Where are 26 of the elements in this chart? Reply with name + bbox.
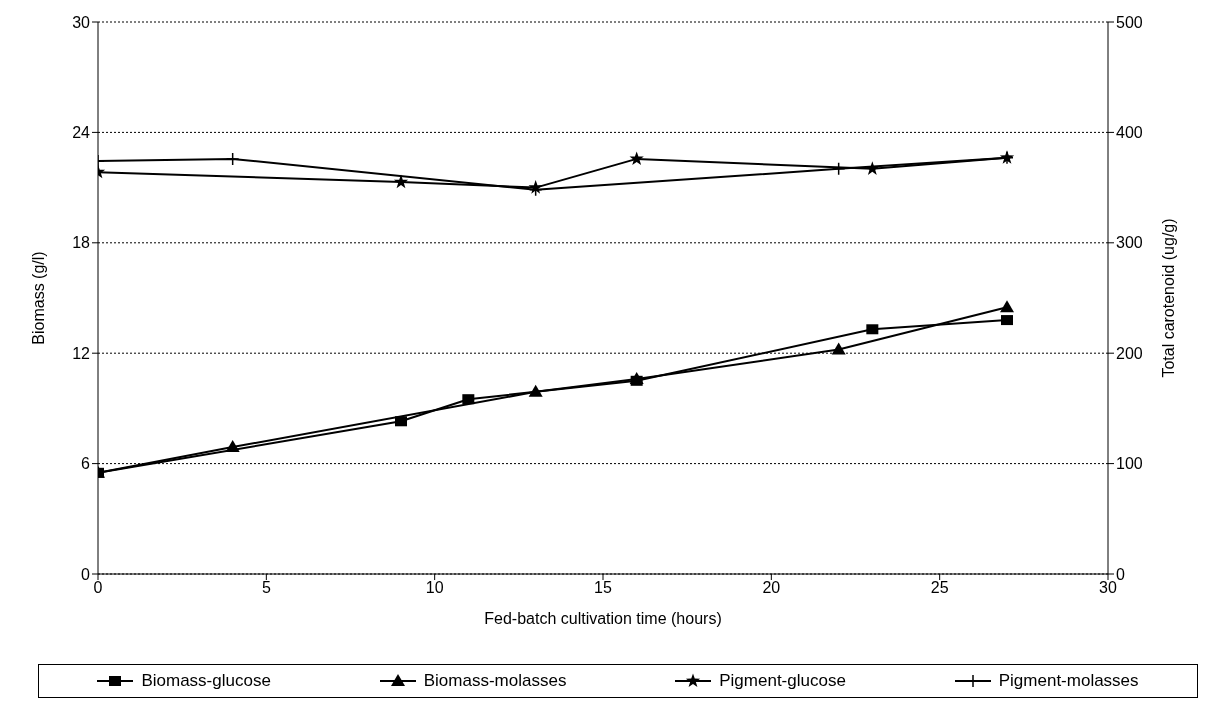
y-tick-label: 6	[81, 455, 91, 473]
y2-tick-label: 300	[1116, 234, 1143, 252]
x-axis-title: Fed-batch cultivation time (hours)	[484, 610, 722, 627]
y2-tick-label: 0	[1116, 565, 1125, 583]
y-tick-label: 24	[72, 124, 91, 142]
x-tick-label: 0	[93, 579, 103, 597]
y-tick-label: 30	[72, 13, 91, 31]
x-tick-label: 25	[930, 579, 949, 597]
y-tick-label: 12	[72, 344, 91, 362]
legend-label: Biomass-glucose	[140, 671, 271, 691]
x-tick-label: 10	[425, 579, 444, 597]
legend-label: Pigment-glucose	[718, 671, 846, 691]
y2-tick-label: 200	[1116, 344, 1143, 362]
x-tick-label: 15	[594, 579, 612, 597]
x-tick-label: 5	[261, 579, 271, 597]
y2-tick-label: 100	[1116, 455, 1143, 473]
y2-axis-title: Total carotenoid (ug/g)	[1159, 218, 1177, 378]
y-axis-title: Biomass (g/l)	[29, 251, 47, 345]
y2-tick-label: 400	[1116, 124, 1143, 142]
x-tick-label: 30	[1099, 579, 1117, 597]
y-tick-label: 18	[72, 234, 91, 252]
y2-tick-label: 500	[1116, 13, 1143, 31]
y-tick-label: 0	[81, 565, 91, 583]
legend-label: Biomass-molasses	[422, 671, 567, 691]
legend-label: Pigment-molasses	[997, 671, 1139, 691]
x-tick-label: 20	[762, 579, 781, 597]
